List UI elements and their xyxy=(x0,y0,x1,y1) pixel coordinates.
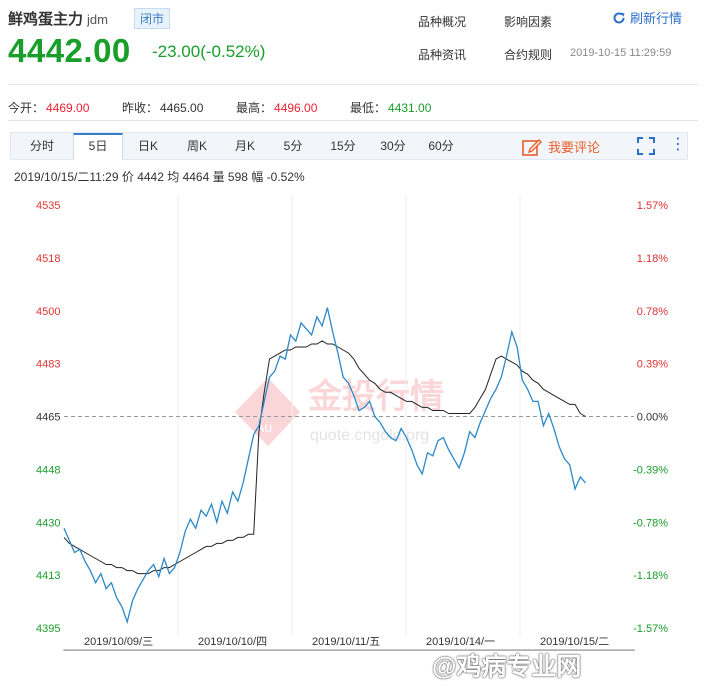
price-line xyxy=(63,307,587,625)
stat-low: 最低： 4431.00 xyxy=(350,99,431,116)
market-status-badge: 闭市 xyxy=(134,8,171,29)
stat-prev-close-value: 4465.00 xyxy=(160,101,204,115)
refresh-button[interactable]: 刷新行情 xyxy=(612,8,682,27)
y-tick-left: 4483 xyxy=(36,359,60,371)
watermark-url: quote.cngold.org xyxy=(310,427,429,444)
y-axis-right: 1.57% 1.18% 0.78% 0.39% 0.00% -0.39% -0.78% -1.… xyxy=(633,200,668,635)
x-tick: 2019/10/14/一 xyxy=(426,636,495,648)
stat-high-label: 最高： xyxy=(236,101,273,115)
price-chart[interactable]: Au 金投行情 quote.cngold.org 4535 4518 4500 448… xyxy=(0,190,714,651)
stat-open-value: 4469.00 xyxy=(46,101,90,115)
tab-15min[interactable]: 15分 xyxy=(330,139,356,153)
tab-intraday[interactable]: 分时 xyxy=(29,139,54,153)
more-options-icon[interactable]: ⋮ xyxy=(670,136,686,153)
stat-high: 最高： 4496.00 xyxy=(236,99,317,116)
stat-low-label: 最低： xyxy=(350,101,387,115)
watermark-text: 金投行情 xyxy=(307,377,444,417)
tab-60min[interactable]: 60分 xyxy=(428,139,454,153)
stat-low-value: 4431.00 xyxy=(388,101,432,115)
y-tick-left: 4395 xyxy=(36,623,60,635)
period-tabs: 分时 5日 日K 周K 月K 5分 15分 30分 60分 xyxy=(10,132,688,160)
comment-label: 我要评论 xyxy=(548,140,601,155)
fullscreen-icon[interactable] xyxy=(637,137,655,155)
tab-weekly-k[interactable]: 周K xyxy=(186,139,207,153)
x-tick: 2019/10/10/四 xyxy=(198,636,267,648)
x-tick: 2019/10/15/二 xyxy=(540,636,609,648)
site-watermark: @鸡病专业网 xyxy=(432,653,582,681)
tab-30min[interactable]: 30分 xyxy=(380,139,406,153)
tab-5day[interactable]: 5日 xyxy=(73,133,123,160)
instrument-code: jdm xyxy=(87,12,108,27)
y-tick-left: 4448 xyxy=(36,464,60,476)
stat-prev-close-label: 昨收： xyxy=(122,101,159,115)
link-factors[interactable]: 影响因素 xyxy=(504,15,553,29)
instrument-title: 鲜鸡蛋主力 jdm xyxy=(8,8,108,29)
y-tick-left: 4535 xyxy=(36,200,60,212)
stat-high-value: 4496.00 xyxy=(274,101,318,115)
y-tick-right: -1.57% xyxy=(633,623,668,635)
link-overview[interactable]: 品种概况 xyxy=(418,15,467,29)
y-tick-right: 1.18% xyxy=(637,253,668,265)
y-tick-right: -0.78% xyxy=(633,517,668,529)
tab-monthly-k[interactable]: 月K xyxy=(234,139,255,153)
refresh-icon xyxy=(613,11,625,23)
y-tick-right: -0.39% xyxy=(633,464,668,476)
watermark: Au 金投行情 quote.cngold.org xyxy=(235,377,444,446)
y-tick-right: 0.39% xyxy=(637,359,668,371)
watermark-logo xyxy=(235,378,300,446)
y-tick-left: 4430 xyxy=(36,517,60,529)
price-change: -23.00(-0.52%) xyxy=(152,42,266,61)
y-tick-left: 4465 xyxy=(36,412,60,424)
tab-5min[interactable]: 5分 xyxy=(283,139,303,153)
y-tick-right: 0.78% xyxy=(637,306,668,318)
tab-daily-k[interactable]: 日K xyxy=(137,139,158,153)
divider xyxy=(8,120,698,121)
refresh-label: 刷新行情 xyxy=(630,11,683,26)
last-price: 4442.00 xyxy=(8,32,131,69)
y-tick-right: -1.18% xyxy=(633,570,668,582)
edit-icon xyxy=(522,138,542,156)
stat-prev-close: 昨收： 4465.00 xyxy=(122,99,203,116)
y-tick-right: 1.57% xyxy=(637,200,668,212)
y-axis-left: 4535 4518 4500 4483 4465 4448 4430 4413 4395 xyxy=(36,200,60,635)
x-tick: 2019/10/11/五 xyxy=(312,636,380,648)
navigator-scrollbar[interactable] xyxy=(63,649,635,651)
hover-info-line: 2019/10/15/二11:29 价 4442 均 4464 量 598 幅 … xyxy=(14,170,305,184)
x-tick: 2019/10/09/三 xyxy=(84,636,153,648)
comment-button[interactable]: 我要评论 xyxy=(522,137,600,156)
stat-open-label: 今开： xyxy=(8,101,45,115)
stat-open: 今开： 4469.00 xyxy=(8,99,89,116)
divider xyxy=(8,84,698,85)
y-tick-left: 4413 xyxy=(36,570,60,582)
link-contract-rules[interactable]: 合约规则 xyxy=(504,48,553,62)
y-tick-left: 4518 xyxy=(36,253,60,265)
link-news[interactable]: 品种资讯 xyxy=(418,48,467,62)
x-axis: 2019/10/09/三 2019/10/10/四 2019/10/11/五 2019… xyxy=(84,636,609,648)
instrument-name: 鲜鸡蛋主力 xyxy=(8,11,84,28)
y-tick-right: 0.00% xyxy=(637,412,668,424)
average-price-line xyxy=(63,340,586,575)
quote-timestamp: 2019-10-15 11:29:59 xyxy=(570,47,672,59)
y-tick-left: 4500 xyxy=(36,306,60,318)
